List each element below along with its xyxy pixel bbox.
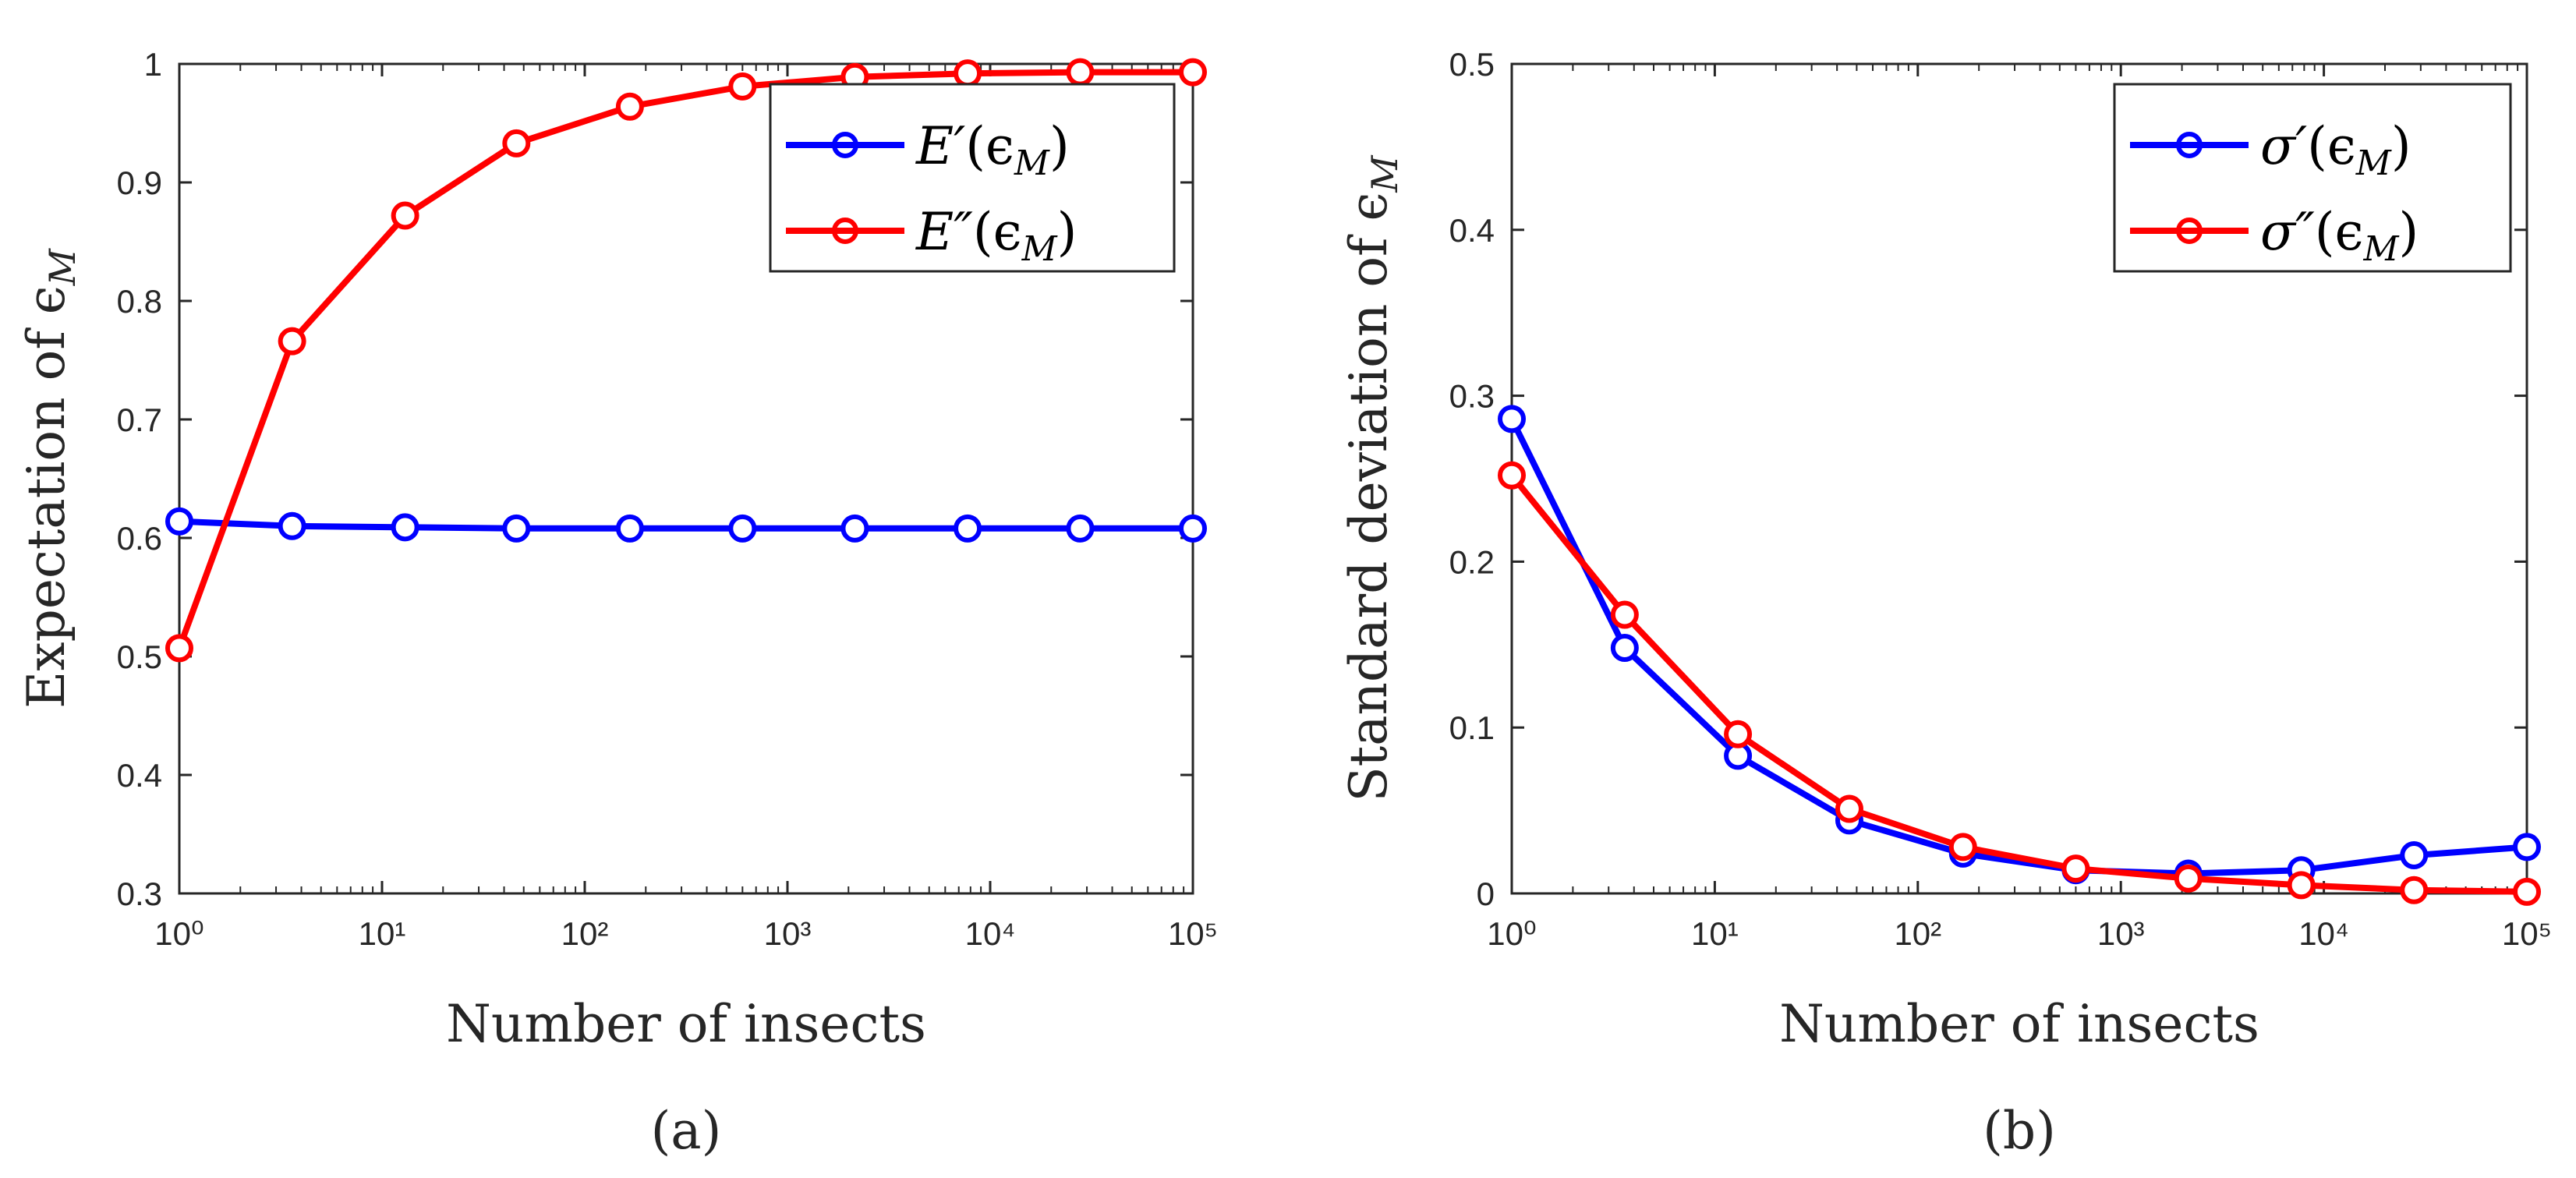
x-tick-label: 10¹ [1691,915,1739,952]
panel-b-std-dev-chart: 10⁰ 10¹ 10² 10³ 10⁴ 10⁵ 0 0.1 0.2 0.3 0.4 0.5 σ′(ϵM… [1339,46,2552,1161]
y-tick-label: 0.7 [117,402,162,438]
y-tick-label: 0.8 [117,283,162,320]
data-point [165,507,193,536]
data-point [502,514,531,543]
panel-b-ticks: 10⁰ 10¹ 10² 10³ 10⁴ 10⁵ 0 0.1 0.2 0.3 0.4 0.5 [1449,46,2552,952]
y-tick-label: 0.3 [117,876,162,912]
data-point [1610,634,1639,663]
y-tick-label: 0.3 [1449,378,1495,415]
data-point [728,514,757,543]
legend-label-sigma-prime: σ′(ϵM) [2260,116,2411,183]
panel-a-expectation-chart: 10⁰ 10¹ 10² 10³ 10⁴ 10⁵0.30.40.50.60.70.80.91… [16,46,1218,1161]
y-tick-label: 0.5 [1449,46,1495,83]
data-point [840,514,869,543]
data-point [954,59,982,88]
series-line [179,518,1193,532]
y-tick-label: 0.9 [117,164,162,201]
data-point [954,514,982,543]
data-point [1498,461,1526,490]
panel-a-plot-area [178,62,1194,895]
data-point [1179,58,1207,87]
legend-label-sigma-double-prime: σ″(ϵM) [2260,202,2419,269]
x-tick-label: 10² [1894,915,1941,952]
x-tick-label: 10⁵ [1168,915,1218,952]
panel-a-x-axis-title: Number of insects [446,994,926,1054]
panel-b-series [1498,405,2541,906]
legend-label-e-prime: E′(ϵM) [915,116,1070,183]
legend-marker-e-double-prime [832,218,858,244]
data-point [1948,833,1977,861]
y-tick-label: 0.2 [1449,543,1495,580]
data-point [391,513,419,542]
data-point [278,327,306,356]
data-point [502,129,531,157]
legend-marker-sigma-double-prime [2176,218,2203,244]
data-point [2513,877,2541,906]
x-tick-label: 10³ [764,915,812,952]
panel-a-y-axis-title: Expectation of ϵM [16,247,83,709]
panel-a-caption: (a) [651,1101,722,1161]
series-line [1509,417,2528,877]
data-point [1724,720,1753,748]
data-point [2061,854,2090,883]
panel-b-legend-box [2113,83,2512,273]
data-point [2513,833,2541,861]
data-point [1498,405,1526,433]
x-tick-label: 10⁴ [965,915,1016,952]
y-tick-label: 0.1 [1449,709,1495,746]
x-tick-label: 10⁵ [2502,915,2552,952]
legend-label-e-double-prime: E″(ϵM) [915,202,1077,269]
data-point [1835,794,1863,823]
data-point [391,201,419,230]
data-point [1179,514,1207,543]
x-tick-label: 10⁴ [2298,915,2349,952]
data-point [165,634,193,663]
x-tick-label: 10² [561,915,609,952]
panel-b-caption: (b) [1983,1101,2056,1161]
legend-marker-sigma-prime [2176,132,2203,158]
panel-b-legend: σ′(ϵM) σ″(ϵM) [2113,83,2512,273]
y-tick-label: 0.4 [117,757,162,794]
panel-a-legend: E′(ϵM) E″(ϵM) [769,83,1176,273]
data-point [2287,871,2316,900]
panel-b-x-axis-title: Number of insects [1779,994,2259,1054]
series-line [1509,473,2528,895]
data-point [615,514,644,543]
series-line [176,69,1193,649]
x-tick-label: 10³ [2097,915,2145,952]
data-point [728,72,757,101]
y-tick-label: 0 [1477,876,1495,912]
x-tick-label: 10⁰ [154,915,204,952]
data-point [2400,876,2429,904]
data-point [1066,58,1095,87]
y-tick-label: 1 [144,46,162,83]
panel-a-ticks: 10⁰ 10¹ 10² 10³ 10⁴ 10⁵ 0.3 0.4 0.5 0.6 0.7 0.8 0.9 1 [117,46,1218,952]
data-point [278,511,306,540]
y-tick-label: 0.4 [1449,212,1495,249]
data-point [1066,514,1095,543]
data-point [2400,841,2429,870]
x-tick-label: 10⁰ [1487,915,1537,952]
legend-marker-e-prime [832,132,858,158]
panel-a-series [165,58,1207,663]
y-tick-label: 0.5 [117,639,162,675]
y-tick-label: 0.6 [117,520,162,557]
x-tick-label: 10¹ [359,915,406,952]
data-point [1610,600,1639,629]
data-point [615,92,644,121]
panel-b-y-axis-title: Standard deviation of ϵM [1339,154,1406,802]
data-point [2174,864,2203,893]
